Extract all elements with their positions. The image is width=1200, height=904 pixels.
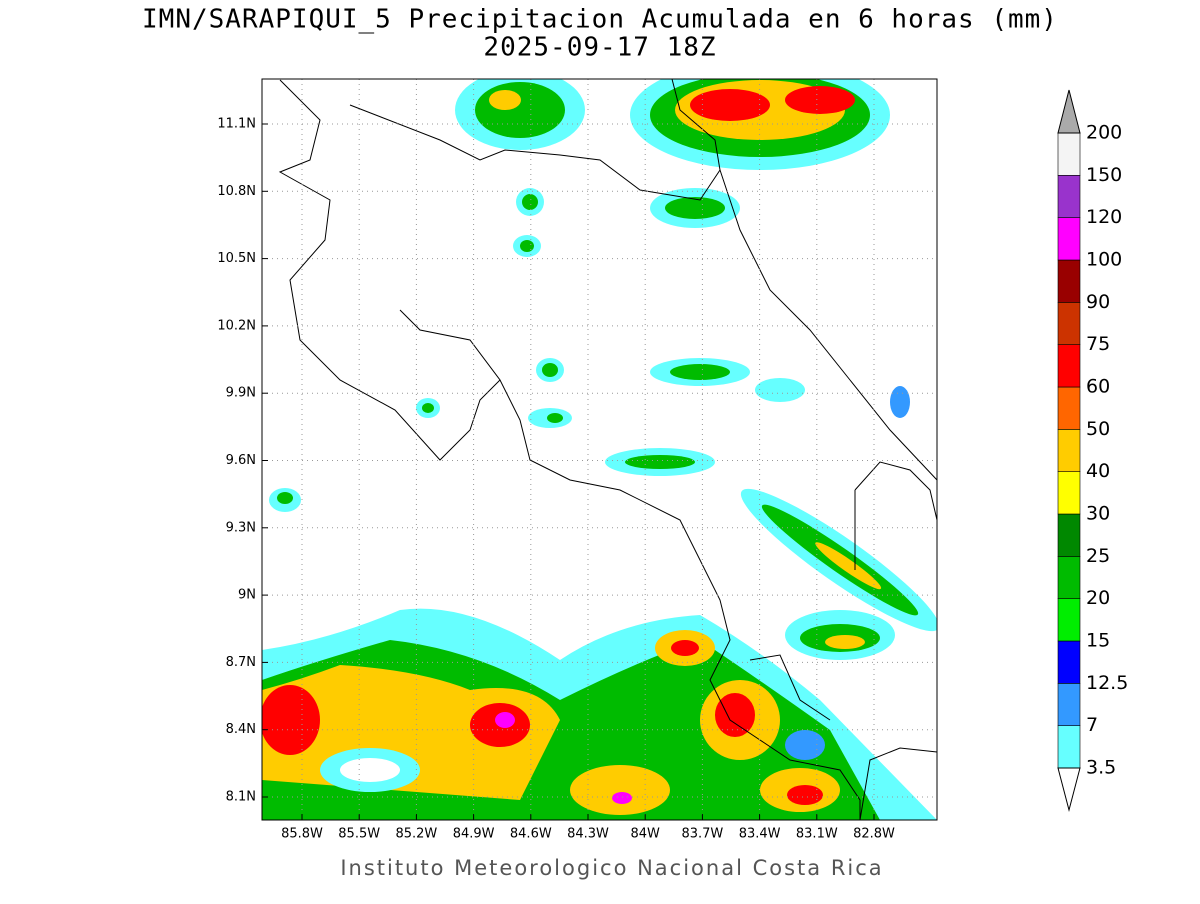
lat-label: 10.2N [217, 318, 256, 333]
colorbar-label: 200 [1086, 122, 1122, 144]
colorbar-box [1057, 513, 1081, 557]
colorbar-box [1057, 132, 1081, 176]
colorbar-box [1057, 344, 1081, 388]
colorbar-box [1057, 598, 1081, 642]
colorbar-label: 150 [1086, 164, 1122, 186]
lat-label: 8.7N [226, 655, 256, 670]
footer: Instituto Meteorologico Nacional Costa R… [340, 856, 883, 880]
colorbar-label: 3.5 [1086, 757, 1116, 779]
colorbar-box [1057, 556, 1081, 599]
lat-label: 10.5N [217, 251, 256, 266]
lon-label: 82.8W [853, 827, 895, 842]
lat-label: 10.8N [217, 184, 256, 199]
lat-label: 8.1N [226, 790, 256, 805]
precip-field [262, 79, 937, 820]
colorbar-box [1057, 302, 1081, 345]
colorbar-label: 120 [1086, 206, 1122, 228]
colorbar-label: 30 [1086, 503, 1110, 525]
colorbar-box [1057, 640, 1081, 684]
colorbar-label: 75 [1086, 333, 1110, 355]
lat-label: 9.6N [226, 453, 256, 468]
colorbar-box [1057, 683, 1081, 726]
lon-label: 84.3W [567, 827, 609, 842]
colorbar-label: 90 [1086, 291, 1110, 313]
lat-label: 8.4N [226, 722, 256, 737]
lat-label: 11.1N [217, 117, 256, 132]
lon-label: 84.6W [510, 827, 552, 842]
colorbar-above [1057, 89, 1081, 134]
colorbar-box [1057, 175, 1081, 218]
colorbar-box [1057, 471, 1081, 515]
colorbar-box [1057, 259, 1081, 303]
colorbar-label: 12.5 [1086, 672, 1128, 694]
colorbar-box [1057, 217, 1081, 261]
lat-label: 9.9N [226, 386, 256, 401]
title: IMN/SARAPIQUI_5 Precipitacion Acumulada … [142, 5, 1058, 35]
lon-label: 85.2W [395, 827, 437, 842]
lon-label: 83.7W [681, 827, 723, 842]
lon-label: 83.1W [796, 827, 838, 842]
colorbar-label: 50 [1086, 418, 1110, 440]
colorbar-label: 40 [1086, 460, 1110, 482]
colorbar-label: 25 [1086, 545, 1110, 567]
coastline [278, 78, 938, 821]
lon-label: 84.9W [453, 827, 495, 842]
lon-label: 85.8W [281, 827, 323, 842]
colorbar-below [1057, 767, 1081, 812]
colorbar-box [1057, 386, 1081, 430]
colorbar-label: 15 [1086, 630, 1110, 652]
lon-label: 83.4W [739, 827, 781, 842]
colorbar-label: 7 [1086, 714, 1098, 736]
lat-label: 9.3N [226, 520, 256, 535]
colorbar-label: 60 [1086, 376, 1110, 398]
lon-label: 84W [630, 827, 660, 842]
lon-label: 85.5W [338, 827, 380, 842]
subtitle: 2025-09-17 18Z [483, 33, 716, 63]
colorbar-label: 20 [1086, 587, 1110, 609]
colorbar-label: 100 [1086, 249, 1122, 271]
lat-label: 9N [238, 588, 256, 603]
map-frame [261, 78, 938, 821]
colorbar-box [1057, 725, 1081, 769]
colorbar-box [1057, 429, 1081, 472]
